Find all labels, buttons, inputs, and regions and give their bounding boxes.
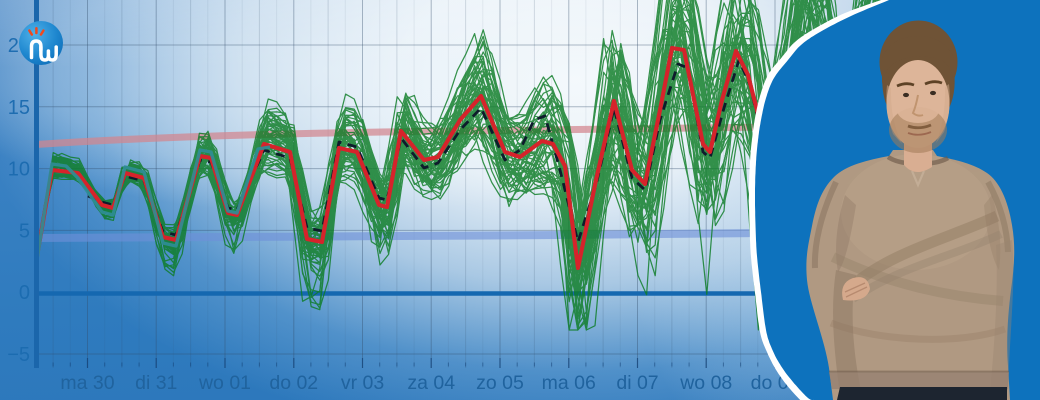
svg-text:ma 06: ma 06 [542,372,596,394]
svg-text:do 02: do 02 [269,372,318,394]
svg-text:15: 15 [8,97,30,119]
svg-text:−5: −5 [7,344,30,366]
svg-text:0: 0 [19,282,30,304]
svg-text:ma 30: ma 30 [60,372,114,394]
svg-text:wo 08: wo 08 [679,372,732,394]
svg-text:di 07: di 07 [616,372,658,394]
svg-text:vr 03: vr 03 [341,372,384,394]
svg-text:di 31: di 31 [135,372,177,394]
svg-text:wo 01: wo 01 [198,372,251,394]
svg-text:za 04: za 04 [407,372,455,394]
svg-text:zo 05: zo 05 [476,372,524,394]
svg-text:5: 5 [19,220,30,242]
svg-text:10: 10 [8,159,30,181]
